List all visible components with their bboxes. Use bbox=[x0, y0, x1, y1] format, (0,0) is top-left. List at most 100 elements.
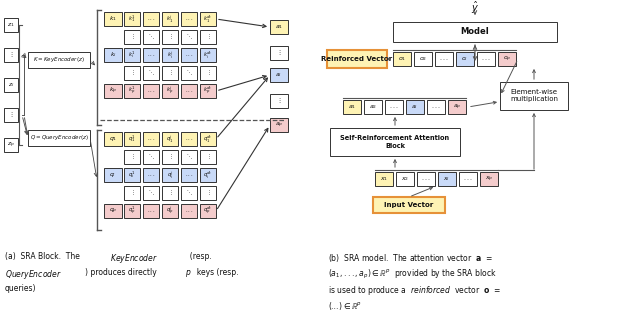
Bar bbox=[181, 12, 197, 26]
Bar bbox=[200, 168, 216, 182]
Bar bbox=[4, 18, 18, 32]
Bar bbox=[459, 172, 477, 186]
Text: $k_i$: $k_i$ bbox=[109, 50, 116, 60]
Text: $q_1^j$: $q_1^j$ bbox=[166, 133, 173, 145]
Bar bbox=[427, 100, 445, 114]
Text: $z_1$: $z_1$ bbox=[7, 21, 15, 29]
Text: $\ddots$: $\ddots$ bbox=[186, 69, 193, 77]
Text: $\vdots$: $\vdots$ bbox=[168, 69, 172, 77]
Text: $k_i^1$: $k_i^1$ bbox=[128, 49, 136, 61]
Text: $\vdots$: $\vdots$ bbox=[205, 189, 211, 197]
Bar bbox=[270, 118, 288, 132]
Text: $x_p$: $x_p$ bbox=[484, 174, 493, 184]
Text: $x_2$: $x_2$ bbox=[401, 175, 409, 183]
Text: $o_2$: $o_2$ bbox=[419, 55, 427, 63]
Text: $\vdots$: $\vdots$ bbox=[168, 189, 172, 197]
Bar bbox=[181, 48, 197, 62]
Bar bbox=[104, 84, 122, 98]
Bar bbox=[200, 150, 216, 164]
Text: $a_p$: $a_p$ bbox=[275, 120, 284, 130]
Text: $...$: $...$ bbox=[147, 53, 156, 57]
Bar bbox=[200, 66, 216, 80]
Bar bbox=[417, 172, 435, 186]
Bar bbox=[162, 12, 178, 26]
Text: Reinforced Vector: Reinforced Vector bbox=[321, 56, 392, 62]
Text: $k_p^j$: $k_p^j$ bbox=[166, 85, 173, 97]
Bar bbox=[104, 132, 122, 146]
Text: $\vdots$: $\vdots$ bbox=[205, 69, 211, 77]
Text: $\vdots$: $\vdots$ bbox=[129, 69, 134, 77]
Bar bbox=[327, 50, 387, 68]
Text: $\ddots$: $\ddots$ bbox=[186, 153, 193, 161]
Text: $p$: $p$ bbox=[185, 268, 191, 279]
Bar bbox=[396, 172, 414, 186]
Bar bbox=[200, 48, 216, 62]
Bar bbox=[270, 94, 288, 108]
Bar bbox=[104, 204, 122, 218]
Bar bbox=[373, 197, 445, 213]
Bar bbox=[270, 68, 288, 82]
Bar bbox=[4, 78, 18, 92]
Bar bbox=[4, 138, 18, 152]
Text: $\ddots$: $\ddots$ bbox=[148, 153, 154, 161]
Bar bbox=[270, 20, 288, 34]
Bar bbox=[124, 48, 140, 62]
Bar bbox=[181, 30, 197, 44]
Text: $q_1^{d_k}$: $q_1^{d_k}$ bbox=[204, 133, 212, 145]
Bar bbox=[181, 168, 197, 182]
Bar bbox=[200, 84, 216, 98]
Bar bbox=[162, 30, 178, 44]
Text: (resp.: (resp. bbox=[185, 252, 212, 261]
Text: Element-wise
multiplication: Element-wise multiplication bbox=[510, 89, 558, 102]
Bar bbox=[143, 84, 159, 98]
Bar bbox=[200, 132, 216, 146]
Bar bbox=[162, 66, 178, 80]
Text: $z_i$: $z_i$ bbox=[8, 81, 14, 89]
Bar bbox=[393, 52, 411, 66]
Text: $...$: $...$ bbox=[147, 137, 156, 141]
Text: $\ddots$: $\ddots$ bbox=[186, 33, 193, 41]
Bar bbox=[28, 52, 90, 68]
Text: $...$: $...$ bbox=[439, 56, 449, 61]
Bar bbox=[124, 186, 140, 200]
Text: $q_i^j$: $q_i^j$ bbox=[166, 169, 173, 181]
Bar bbox=[498, 52, 516, 66]
Bar bbox=[124, 150, 140, 164]
Text: $a_1$: $a_1$ bbox=[348, 103, 356, 111]
Text: $\vdots$: $\vdots$ bbox=[168, 153, 172, 161]
Bar bbox=[343, 100, 361, 114]
Text: $...$: $...$ bbox=[481, 56, 491, 61]
Bar bbox=[500, 82, 568, 110]
Text: $q_p^1$: $q_p^1$ bbox=[128, 205, 136, 217]
Text: $...$: $...$ bbox=[421, 177, 431, 182]
Text: $q_1$: $q_1$ bbox=[109, 135, 117, 143]
Text: $(\ldots) \in \mathbb{R}^p$: $(\ldots) \in \mathbb{R}^p$ bbox=[328, 300, 362, 312]
Bar bbox=[477, 52, 495, 66]
Bar bbox=[162, 84, 178, 98]
Bar bbox=[28, 130, 90, 146]
Text: $q_p^{d_k}$: $q_p^{d_k}$ bbox=[204, 205, 212, 217]
Text: $\vdots$: $\vdots$ bbox=[129, 33, 134, 41]
Text: $q_i^1$: $q_i^1$ bbox=[128, 170, 136, 180]
Bar bbox=[448, 100, 466, 114]
Text: keys (resp.: keys (resp. bbox=[192, 268, 239, 277]
Text: $K = KeyEncoder(z)$: $K = KeyEncoder(z)$ bbox=[33, 55, 85, 64]
Bar bbox=[162, 132, 178, 146]
Bar bbox=[143, 150, 159, 164]
Bar bbox=[200, 186, 216, 200]
Text: $\vdots$: $\vdots$ bbox=[129, 153, 134, 161]
Text: $q_i$: $q_i$ bbox=[109, 171, 116, 179]
Text: $k_1^1$: $k_1^1$ bbox=[128, 14, 136, 24]
Text: ) produces directly: ) produces directly bbox=[85, 268, 161, 277]
Text: $k_i^j$: $k_i^j$ bbox=[167, 49, 173, 61]
Bar bbox=[385, 100, 403, 114]
Bar bbox=[143, 66, 159, 80]
Text: $k_i^{d_k}$: $k_i^{d_k}$ bbox=[204, 49, 212, 61]
Bar bbox=[200, 204, 216, 218]
Text: $QueryEncoder$: $QueryEncoder$ bbox=[5, 268, 61, 281]
Bar bbox=[162, 186, 178, 200]
Text: $a_p$: $a_p$ bbox=[452, 102, 461, 112]
Text: $a_i$: $a_i$ bbox=[412, 103, 419, 111]
Bar bbox=[124, 168, 140, 182]
Text: $\vdots$: $\vdots$ bbox=[205, 33, 211, 41]
